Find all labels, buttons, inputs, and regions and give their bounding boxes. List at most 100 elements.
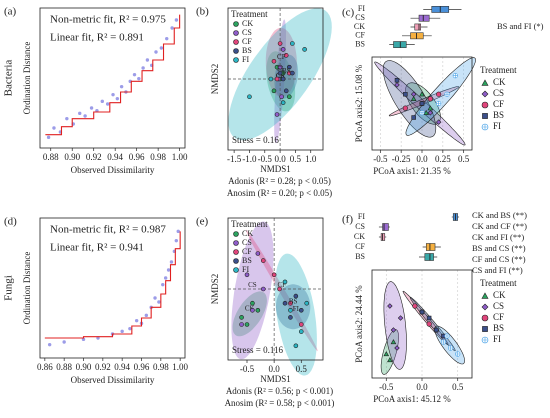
legend-title: Treatment: [480, 65, 517, 75]
x-tick-label: 1.00: [172, 152, 188, 162]
x-tick-label: 0.92: [86, 152, 102, 162]
fit-annotation: Linear fit, R² = 0.941: [50, 242, 144, 254]
point: [115, 96, 120, 101]
y-axis-label: PCoA axis2: 15.08 %: [354, 64, 364, 142]
marker: [482, 326, 488, 332]
point: [83, 114, 87, 118]
marker: [260, 286, 266, 292]
legend-title: Treatment: [480, 278, 517, 288]
x-tick-label: -0.5: [379, 382, 394, 392]
x-tick-label: -1.0: [242, 154, 257, 164]
legend-label: BS: [493, 323, 504, 333]
group-label: CF: [277, 53, 286, 61]
marker: [304, 300, 310, 306]
marker: [419, 91, 425, 97]
point: [120, 329, 124, 334]
marker: [250, 300, 255, 306]
x-tick-label: 0.98: [150, 152, 166, 162]
x-tick-label: 0.0: [274, 154, 286, 164]
point: [100, 99, 104, 104]
point: [176, 229, 180, 234]
marker: [288, 308, 293, 313]
marker: [482, 113, 488, 119]
marker: [247, 94, 252, 100]
stress-label: Stress = 0.16: [232, 135, 279, 145]
point: [144, 313, 149, 318]
marker: [387, 357, 393, 363]
legend-label: FI: [493, 334, 501, 344]
test-annotation: BS and CS (**): [472, 243, 526, 253]
marker: [481, 303, 489, 311]
point: [52, 126, 56, 130]
marker: [434, 327, 439, 333]
point: [137, 76, 141, 81]
marker: [288, 315, 293, 320]
point: [174, 18, 179, 22]
point: [132, 72, 137, 77]
step-line: [44, 231, 181, 339]
x-axis-label: Observed Dissimilarity: [71, 375, 155, 385]
point: [78, 111, 82, 116]
marker: [290, 41, 295, 46]
test-annotation: CS and FI (**): [472, 265, 523, 275]
x-tick-label: 0.90: [64, 152, 80, 162]
point: [119, 84, 124, 89]
legend-label: FI: [242, 55, 249, 64]
marker: [410, 95, 417, 101]
y-axis-label: PCoA axis2: 24.44 %: [354, 285, 364, 363]
marker: [419, 101, 425, 106]
y-axis-label: Ordination Distance: [22, 42, 32, 115]
x-tick-label: 0.90: [76, 362, 92, 372]
marker: [286, 94, 292, 100]
marker: [423, 109, 429, 115]
plot-frame: [39, 217, 186, 359]
point: [161, 282, 165, 287]
marker: [250, 308, 255, 313]
legend-label: CS: [493, 88, 504, 98]
x-tick-label: 0.0: [416, 154, 428, 164]
marker: [283, 88, 289, 94]
marker: [427, 96, 433, 102]
marker: [290, 70, 295, 76]
legend-label: CK: [242, 19, 253, 28]
group-label: CS: [248, 281, 257, 289]
legend-label: BS: [242, 256, 252, 265]
test-annotation: Adonis (R² = 0.28; p < 0.05): [228, 176, 331, 186]
group-label: CF: [277, 281, 286, 289]
box-body: [424, 253, 434, 261]
marker: [481, 101, 489, 109]
marker: [419, 110, 425, 116]
x-axis-label: NMDS1: [260, 374, 291, 384]
legend-label: FI: [242, 265, 249, 274]
marker: [436, 100, 442, 107]
x-tick-label: 0.88: [43, 152, 59, 162]
test-annotation: CK and CF (**): [472, 221, 527, 231]
legend-label: CF: [493, 312, 504, 322]
box-category: CF: [355, 31, 365, 40]
marker: [298, 308, 304, 313]
confidence-ellipse: [265, 27, 297, 97]
group-label: FI: [293, 305, 300, 313]
marker: [435, 119, 442, 125]
legend-label: FI: [493, 121, 501, 131]
marker: [390, 327, 397, 333]
marker: [274, 112, 280, 117]
x-axis-label: Observed Dissimilarity: [71, 165, 155, 175]
plot-frame: [227, 217, 324, 361]
point: [145, 58, 150, 62]
group-label: CK: [245, 304, 255, 312]
panel-label: (f): [342, 214, 353, 226]
point: [141, 66, 145, 70]
marker: [387, 303, 393, 309]
legend-label: BS: [493, 110, 504, 120]
step-line: [45, 14, 181, 136]
point: [166, 268, 171, 272]
box-body: [382, 223, 389, 231]
marker: [440, 339, 447, 345]
marker: [282, 300, 288, 306]
marker: [233, 231, 239, 237]
marker: [233, 249, 239, 255]
test-annotation: Anosim (R² = 0.20; p < 0.05): [227, 188, 332, 198]
marker: [233, 57, 239, 63]
point: [89, 106, 94, 110]
